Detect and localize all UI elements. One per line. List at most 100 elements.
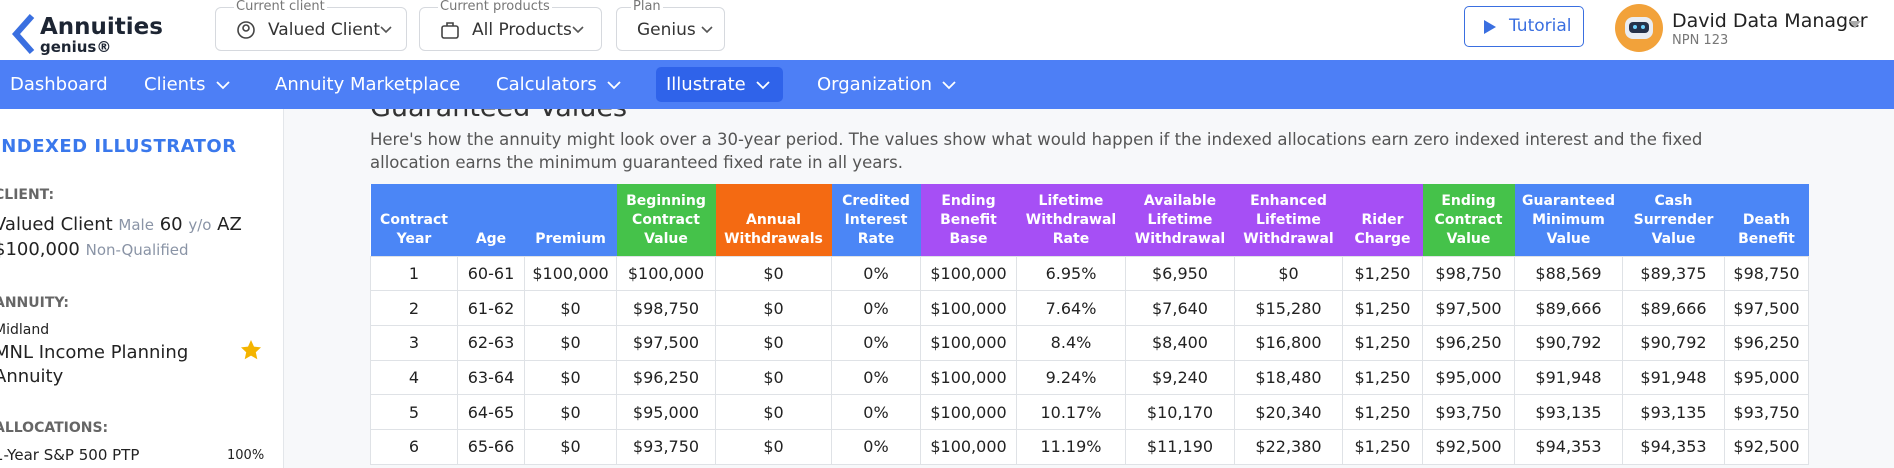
table-row: 2 61-62 $0 $98,750 $0 0% $100,000 7.64% $7,640 $1… [370, 290, 1809, 326]
nav-item[interactable]: Organization [817, 60, 956, 109]
table-cell: 6.95% [1016, 255, 1126, 292]
select-label: Plan [631, 0, 663, 14]
table-cell: $96,250 [1724, 324, 1809, 361]
chevron [942, 81, 956, 90]
table-cell: $90,792 [1514, 324, 1623, 361]
table-cell: $0 [524, 290, 617, 326]
tax: Non-Qualified [85, 241, 189, 259]
amount: $100,000 [0, 239, 80, 260]
table-cell: $95,000 [1724, 359, 1809, 396]
table-cell: $0 [524, 394, 617, 430]
age: 60 [159, 214, 183, 235]
table-cell: $95,000 [616, 394, 716, 430]
nav-item[interactable]: Illustrate [666, 60, 770, 109]
nav-active [656, 67, 783, 102]
tutorial-button[interactable]: Tutorial [1464, 6, 1584, 47]
tutorial-label: Tutorial [1509, 16, 1572, 36]
table-head: Contract Year Age Premium Beginning Contrac… [370, 184, 1809, 256]
allocation: 1-Year S&P 500 PTP [0, 446, 140, 464]
table-cell: $0 [524, 359, 617, 396]
chevron-path [607, 81, 621, 90]
table-cell: 63-64 [457, 359, 525, 396]
table-cell: 0% [831, 324, 921, 361]
chevron [607, 81, 621, 90]
column-header: Available Lifetime Withdrawal [1125, 184, 1235, 256]
nav-bar: Dashboard Clients Annuity Marketplace Calcu… [0, 60, 1894, 109]
select-value: All Products [472, 20, 572, 40]
table-cell: 9.24% [1016, 359, 1126, 396]
table-cell: $88,569 [1514, 255, 1623, 292]
table-cell: 0% [831, 290, 921, 326]
plan-select[interactable]: Plan Genius [616, 0, 725, 51]
nav-label: Dashboard [10, 74, 108, 95]
table-cell: 8.4% [1016, 324, 1126, 361]
table-cell: $1,250 [1342, 290, 1423, 326]
table-cell: $94,353 [1514, 428, 1623, 465]
column-header: Rider Charge [1342, 184, 1423, 256]
chevron [572, 26, 584, 34]
allocation-pct: 100% [227, 448, 265, 463]
table-cell: $1,250 [1342, 324, 1423, 361]
nav-item[interactable]: Clients [144, 60, 230, 109]
section-description: Here's how the annuity might look over a… [370, 130, 1703, 172]
table-cell: $100,000 [920, 255, 1017, 292]
table-cell: 1 [370, 255, 458, 292]
table-cell: $100,000 [920, 428, 1017, 465]
table-row: 1 60-61 $100,000 $100,000 $0 0% $100,000 6.95% $… [370, 255, 1809, 292]
client-select[interactable]: Current client Valued Client [215, 0, 407, 51]
table-cell: $18,480 [1234, 359, 1343, 396]
table-row: 4 63-64 $0 $96,250 $0 0% $100,000 9.24% $9,240 $1… [370, 359, 1809, 396]
nav-label: Calculators [496, 74, 597, 95]
products-select[interactable]: Current products All Products [419, 0, 602, 51]
table-cell: $97,500 [616, 324, 716, 361]
table-cell: $96,250 [1422, 324, 1515, 361]
column-header: Credited Interest Rate [831, 184, 921, 256]
table-cell: 11.19% [1016, 428, 1126, 465]
table-cell: $98,750 [616, 290, 716, 326]
sidebar: INDEXED ILLUSTRATOR CLIENT: Valued Clien… [0, 109, 284, 468]
client-name: Valued Client [0, 214, 113, 235]
user-icon [237, 21, 255, 39]
table-cell: $90,792 [1622, 324, 1725, 361]
table-cell: 3 [370, 324, 458, 361]
nav-item[interactable]: Calculators [496, 60, 621, 109]
column-header: Cash Surrender Value [1622, 184, 1725, 256]
table-cell: $97,500 [1422, 290, 1515, 326]
table-cell: $1,250 [1342, 359, 1423, 396]
table-cell: $93,750 [1422, 394, 1515, 430]
table-cell: 0% [831, 394, 921, 430]
table-cell: $98,750 [1422, 255, 1515, 292]
user-chevron[interactable] [1848, 20, 1862, 30]
table-cell: 0% [831, 359, 921, 396]
table-cell: $6,950 [1125, 255, 1235, 292]
table-row: 3 62-63 $0 $97,500 $0 0% $100,000 8.4% $8,400 $16… [370, 324, 1809, 361]
table-cell: $15,280 [1234, 290, 1343, 326]
chevron-path [215, 81, 230, 90]
table-cell: $89,666 [1622, 290, 1725, 326]
nav-item[interactable]: Dashboard [10, 60, 108, 109]
table-cell: $100,000 [920, 290, 1017, 326]
table-cell: 4 [370, 359, 458, 396]
table-cell: $0 [715, 428, 832, 465]
table-cell: $10,170 [1125, 394, 1235, 430]
select-value: Genius [637, 20, 696, 40]
nav-item[interactable]: Annuity Marketplace [275, 60, 460, 109]
table-cell: $0 [524, 428, 617, 465]
favorite-star[interactable] [240, 339, 262, 361]
chevron [215, 81, 230, 90]
column-header: Lifetime Withdrawal Rate [1016, 184, 1126, 256]
table-cell: 7.64% [1016, 290, 1126, 326]
table-cell: $100,000 [920, 359, 1017, 396]
column-header: Ending Contract Value [1422, 184, 1515, 256]
column-header: Guaranteed Minimum Value [1514, 184, 1623, 256]
table-cell: $0 [715, 324, 832, 361]
table-cell: $94,353 [1622, 428, 1725, 465]
client-heading: CLIENT: [0, 187, 55, 203]
table-cell: $92,500 [1422, 428, 1515, 465]
table-cell: $97,500 [1724, 290, 1809, 326]
table-cell: $0 [524, 324, 617, 361]
column-header: Enhanced Lifetime Withdrawal [1234, 184, 1343, 256]
table-cell: 60-61 [457, 255, 525, 292]
table-cell: $93,750 [616, 428, 716, 465]
